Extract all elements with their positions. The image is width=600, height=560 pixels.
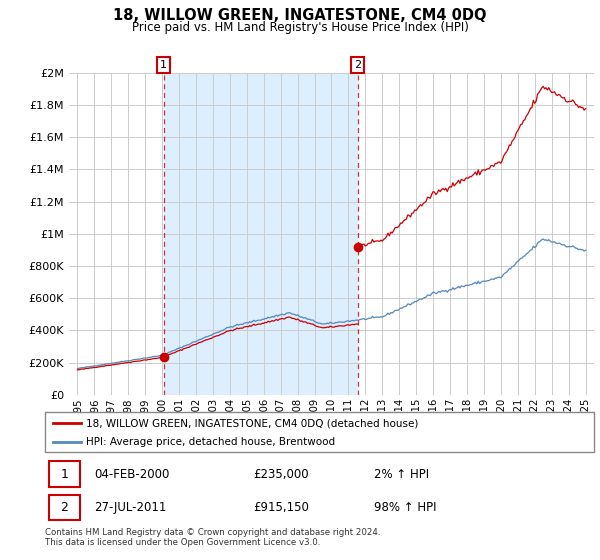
Text: £235,000: £235,000 <box>254 468 309 480</box>
Text: 2% ↑ HPI: 2% ↑ HPI <box>374 468 430 480</box>
Text: 2: 2 <box>60 501 68 514</box>
Text: 1: 1 <box>60 468 68 480</box>
FancyBboxPatch shape <box>49 494 80 520</box>
Text: Price paid vs. HM Land Registry's House Price Index (HPI): Price paid vs. HM Land Registry's House … <box>131 21 469 34</box>
Text: 1: 1 <box>160 60 167 70</box>
Text: Contains HM Land Registry data © Crown copyright and database right 2024.
This d: Contains HM Land Registry data © Crown c… <box>45 528 380 547</box>
Text: 18, WILLOW GREEN, INGATESTONE, CM4 0DQ (detached house): 18, WILLOW GREEN, INGATESTONE, CM4 0DQ (… <box>86 418 419 428</box>
Text: £915,150: £915,150 <box>254 501 310 514</box>
Text: 98% ↑ HPI: 98% ↑ HPI <box>374 501 437 514</box>
Text: 27-JUL-2011: 27-JUL-2011 <box>94 501 167 514</box>
FancyBboxPatch shape <box>49 461 80 487</box>
Text: HPI: Average price, detached house, Brentwood: HPI: Average price, detached house, Bren… <box>86 437 335 446</box>
Text: 04-FEB-2000: 04-FEB-2000 <box>94 468 170 480</box>
Text: 18, WILLOW GREEN, INGATESTONE, CM4 0DQ: 18, WILLOW GREEN, INGATESTONE, CM4 0DQ <box>113 8 487 24</box>
FancyBboxPatch shape <box>45 412 594 452</box>
Text: 2: 2 <box>354 60 361 70</box>
Bar <box>164 73 358 395</box>
